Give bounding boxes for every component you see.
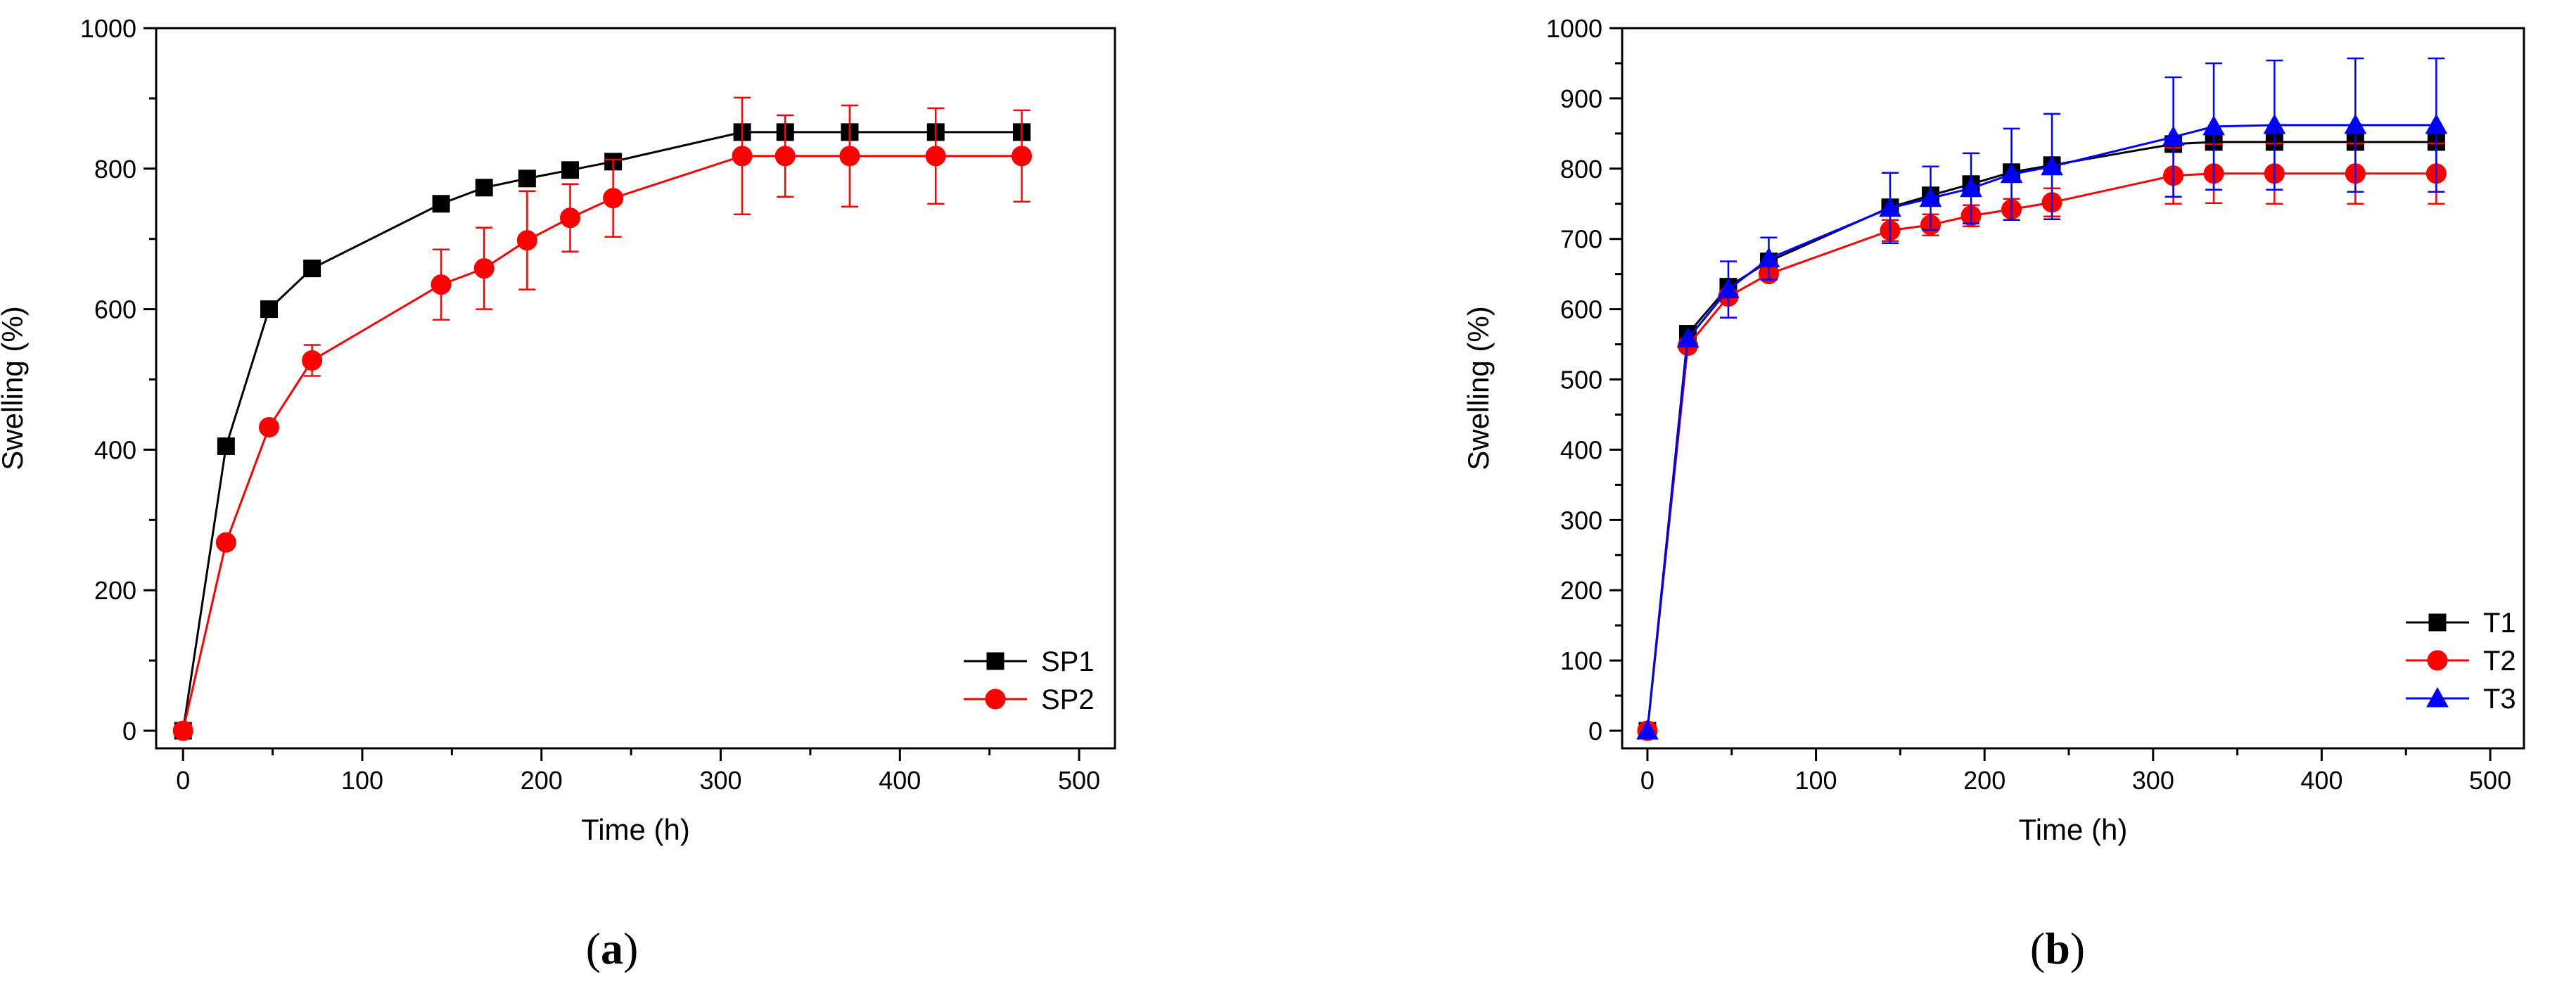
legend-marker <box>986 652 1005 670</box>
x-tick-label: 500 <box>1058 766 1100 795</box>
x-tick-label: 400 <box>879 766 921 795</box>
data-point <box>2263 113 2286 134</box>
x-tick-label: 200 <box>1963 766 2006 795</box>
y-tick-label: 400 <box>1560 435 1602 464</box>
y-tick-label: 900 <box>1560 84 1602 113</box>
y-tick-label: 100 <box>1560 646 1602 675</box>
x-tick-label: 0 <box>1640 766 1654 795</box>
legend-entry: SP1 <box>964 646 1095 677</box>
data-point <box>1676 327 1700 348</box>
y-tick-label: 800 <box>1560 155 1602 184</box>
x-axis-label: Time (h) <box>581 813 690 846</box>
x-tick-label: 100 <box>1795 766 1837 795</box>
legend-marker <box>2428 613 2447 632</box>
data-point <box>431 274 452 295</box>
legend-entry: T2 <box>2406 646 2516 677</box>
data-point <box>475 179 493 197</box>
y-tick-label: 600 <box>1560 295 1602 324</box>
data-point <box>518 169 536 188</box>
data-point <box>217 437 235 455</box>
y-tick-label: 1000 <box>80 14 136 43</box>
data-point <box>432 195 450 213</box>
data-point <box>774 146 796 167</box>
series-T1 <box>1638 133 2445 740</box>
y-tick-label: 600 <box>94 295 136 324</box>
data-point <box>172 720 193 741</box>
plot-frame <box>155 27 1116 750</box>
data-point <box>732 146 753 167</box>
data-point <box>1757 247 1780 268</box>
y-tick-label: 1000 <box>1546 14 1602 43</box>
data-point <box>1012 146 1033 167</box>
chart-panel-a: 0 100 200 300 400 500 0 200 400 600 800 1000 Time (h… <box>0 14 1116 973</box>
panel-label: (a) <box>586 923 639 973</box>
series-T3 <box>1636 57 2448 740</box>
x-tick-label: 200 <box>521 766 563 795</box>
legend-marker <box>2426 686 2449 708</box>
y-tick-label: 500 <box>1560 366 1602 395</box>
data-point <box>302 350 323 371</box>
legend-entry: T3 <box>2406 684 2516 715</box>
y-tick-label: 300 <box>1560 506 1602 535</box>
data-point <box>2162 125 2185 146</box>
y-tick-label: 0 <box>122 717 136 746</box>
y-axis-label: Swelling (%) <box>0 306 29 470</box>
data-point <box>1717 278 1740 299</box>
data-point <box>1919 186 1942 207</box>
legend-entry: T1 <box>2406 608 2516 639</box>
data-point <box>259 416 280 437</box>
series-SP1 <box>174 123 1031 740</box>
data-point <box>560 207 581 229</box>
series-line <box>1646 124 2437 731</box>
data-point <box>925 146 946 167</box>
data-point <box>2202 115 2225 136</box>
legend-label: T2 <box>2483 646 2516 677</box>
legend-label: T1 <box>2483 608 2516 639</box>
x-tick-label: 100 <box>341 766 383 795</box>
data-point <box>2344 113 2367 134</box>
legend-label: SP1 <box>1041 646 1095 677</box>
data-point <box>603 188 624 209</box>
data-point <box>215 532 236 553</box>
legend-marker <box>985 689 1006 710</box>
data-point <box>1636 719 1659 740</box>
y-tick-label: 0 <box>1588 717 1602 746</box>
y-tick-label: 200 <box>1560 576 1602 605</box>
x-tick-label: 500 <box>2469 766 2511 795</box>
x-tick-label: 300 <box>2132 766 2174 795</box>
series-line <box>181 155 1022 731</box>
panel-label: (b) <box>2030 923 2085 973</box>
y-axis-label: Swelling (%) <box>1462 306 1495 470</box>
x-tick-label: 400 <box>2300 766 2342 795</box>
series-SP2 <box>172 96 1033 741</box>
x-tick-label: 300 <box>699 766 741 795</box>
data-point <box>303 260 321 278</box>
data-point <box>473 258 495 279</box>
data-point <box>1960 177 1982 198</box>
y-tick-label: 800 <box>94 155 136 184</box>
data-point <box>260 300 279 319</box>
legend-entry: SP2 <box>964 684 1095 715</box>
data-point <box>2041 155 2063 176</box>
data-point <box>2425 113 2448 134</box>
legend-label: T3 <box>2483 684 2516 715</box>
data-point <box>839 146 860 167</box>
x-axis-label: Time (h) <box>2019 813 2128 846</box>
legend-marker <box>2427 650 2448 671</box>
series-line <box>181 131 1022 731</box>
data-point <box>1879 196 1901 217</box>
data-point <box>516 230 537 251</box>
y-tick-label: 200 <box>94 576 136 605</box>
legend-label: SP2 <box>1041 684 1095 715</box>
y-tick-label: 700 <box>1560 225 1602 254</box>
y-tick-label: 400 <box>94 435 136 464</box>
chart-panel-b: 0 100 200 300 400 500 0 100 200 300 400 500 600 700 80… <box>1462 14 2525 973</box>
data-point <box>561 161 580 179</box>
plot-frame <box>1621 27 2525 750</box>
series-line <box>1646 141 2437 731</box>
x-tick-label: 0 <box>176 766 190 795</box>
series-T2 <box>1637 142 2447 741</box>
data-point <box>2000 162 2023 184</box>
